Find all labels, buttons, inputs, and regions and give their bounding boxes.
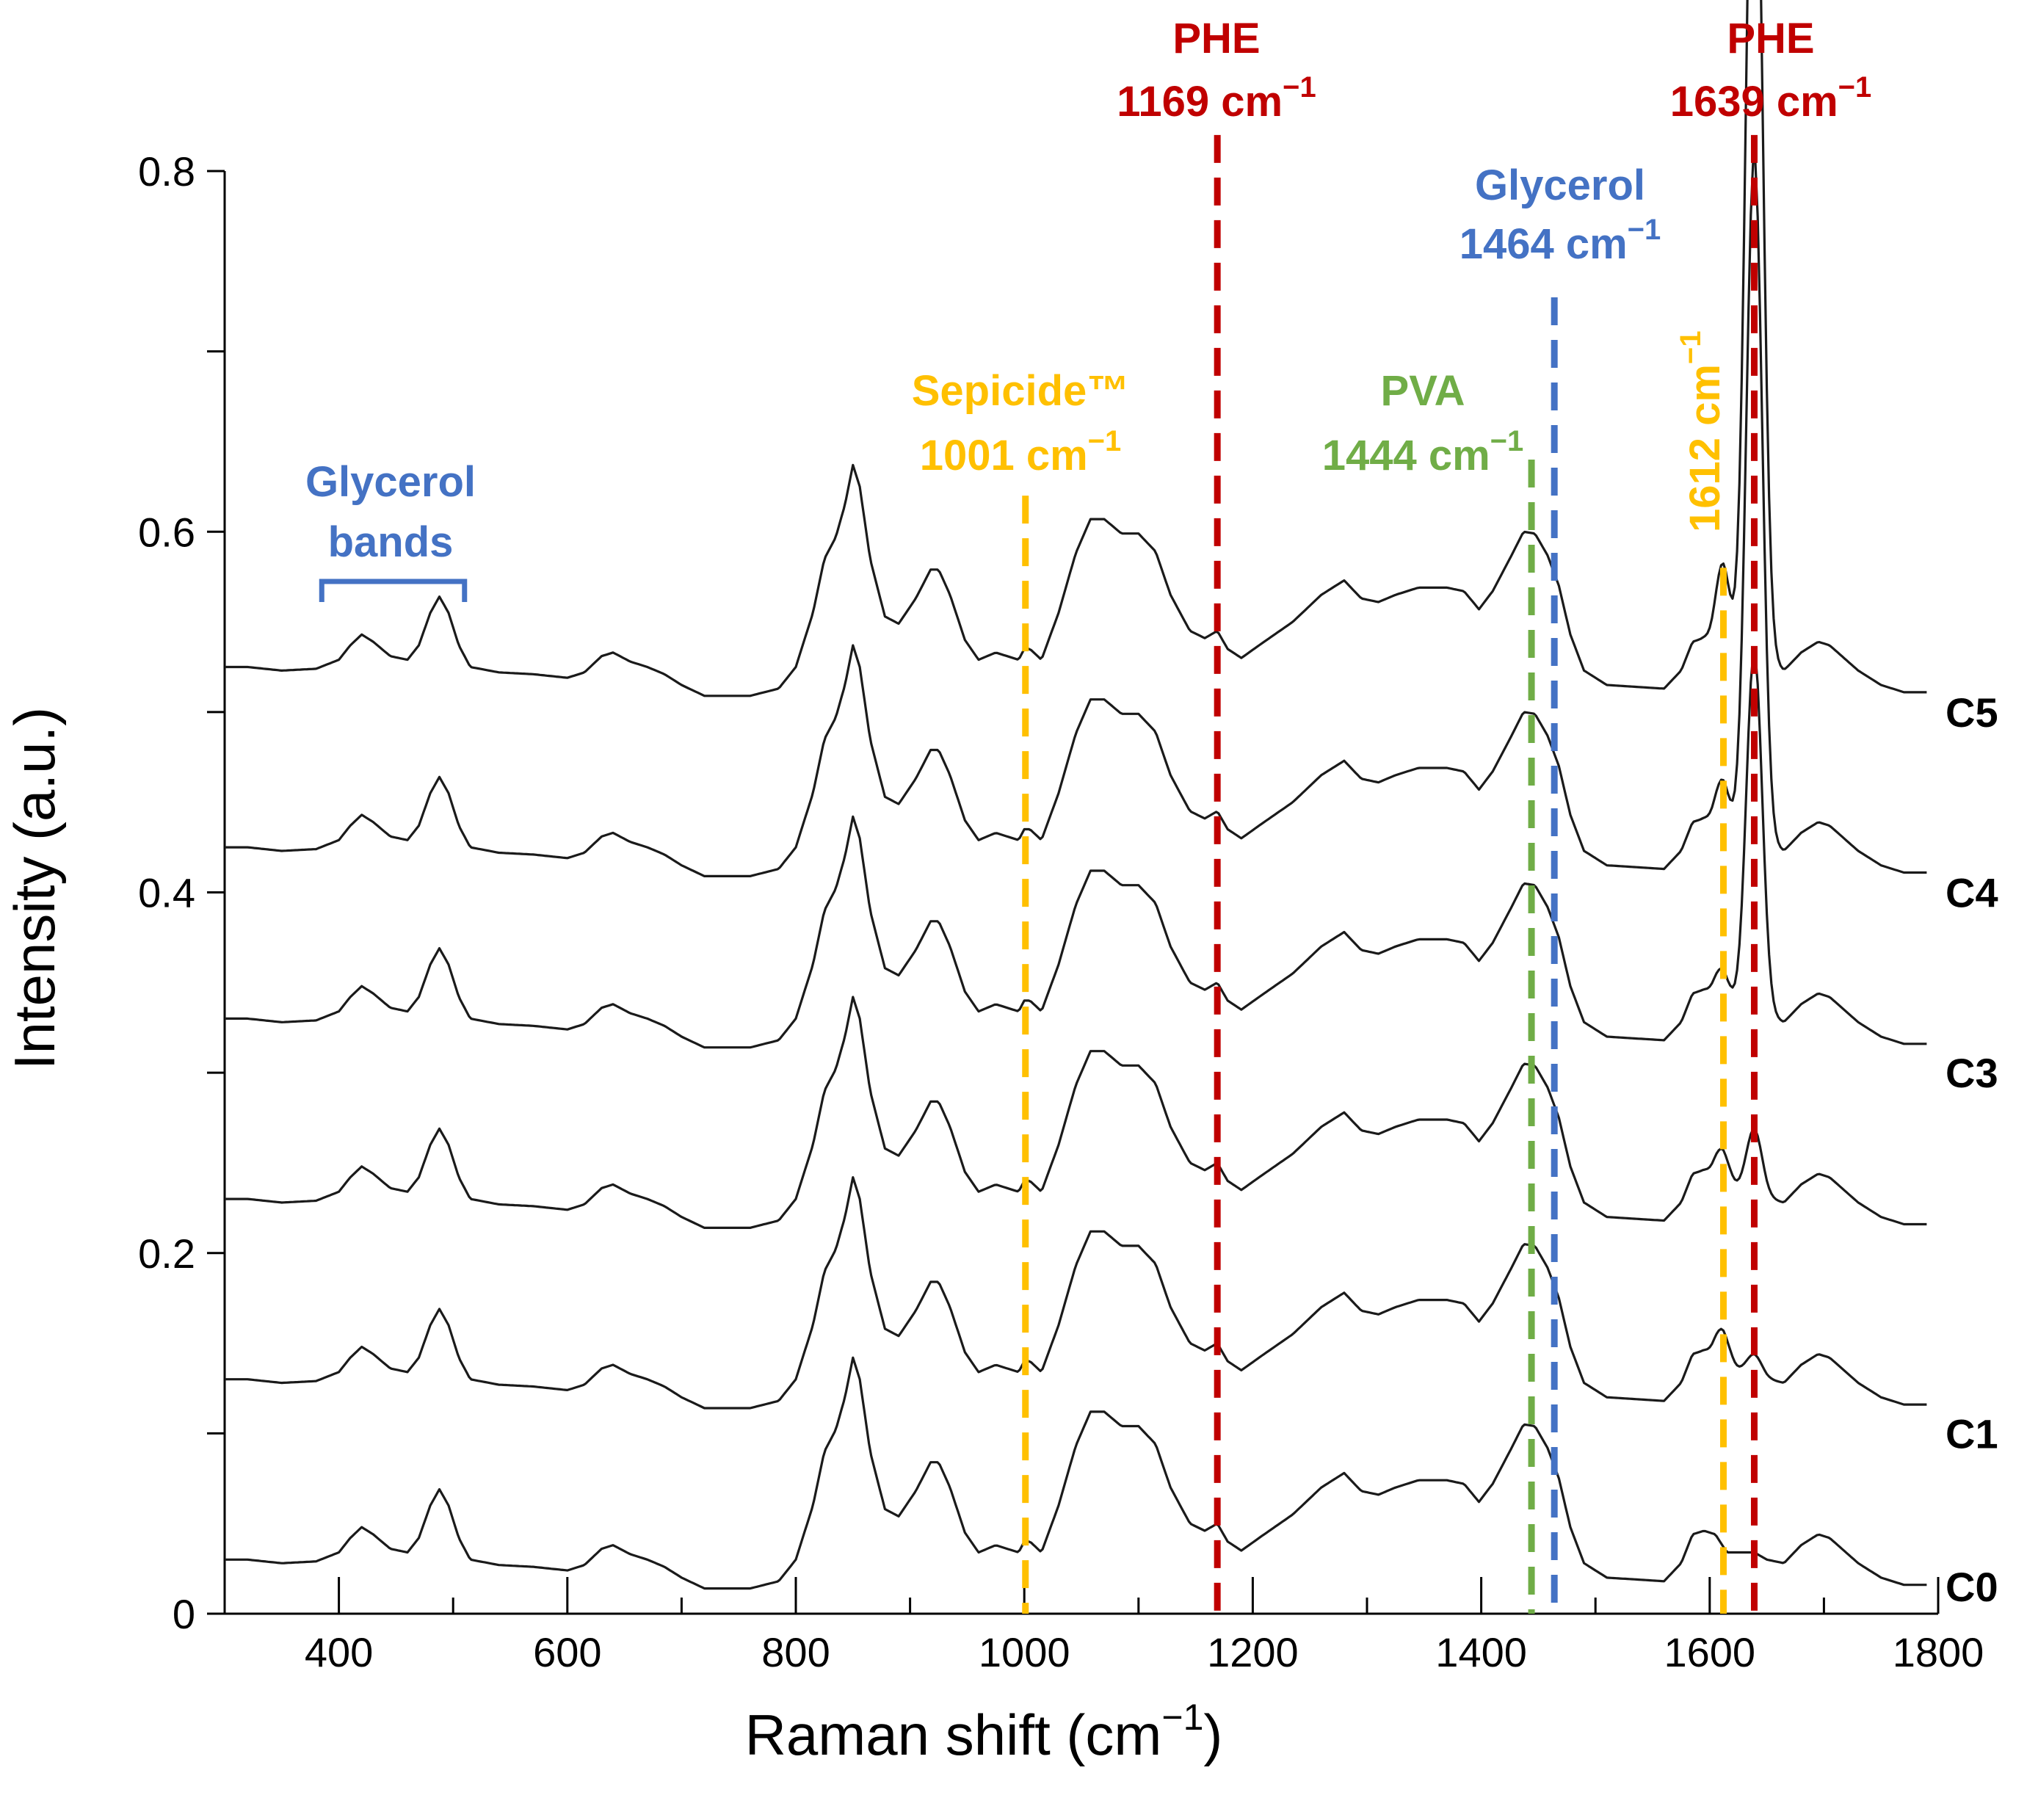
x-tick-label: 1800 — [1893, 1629, 1984, 1675]
glycerol-bands-line1: Glycerol — [305, 458, 476, 506]
reference-lines — [1022, 134, 1758, 1614]
phe-1639-name: PHE — [1727, 15, 1814, 62]
series-label-c0: C0 — [1946, 1564, 1998, 1610]
y-tick-label: 0.6 — [138, 509, 195, 555]
glycerol-1464-name: Glycerol — [1475, 162, 1645, 209]
sepicide-1001-annotation: Sepicide™ 1001 cm−1 — [912, 367, 1130, 479]
spectrum-c3 — [225, 653, 1927, 1049]
phe-1639-annotation: PHE 1639 cm−1 — [1670, 15, 1872, 126]
y-tick-label: 0.2 — [138, 1230, 195, 1277]
glycerol-1464-annotation: Glycerol 1464 cm−1 — [1459, 162, 1661, 268]
glycerol-bands-annotation: Glycerol bands — [305, 458, 476, 602]
x-tick-label: 1600 — [1664, 1629, 1756, 1675]
sepicide-1001-value: 1001 cm−1 — [920, 425, 1122, 479]
spectrum-c4 — [225, 160, 1927, 877]
x-tick-label: 1400 — [1435, 1629, 1527, 1675]
glycerol-1464-value: 1464 cm−1 — [1459, 214, 1661, 268]
y-axis-title: Intensity (a.u.) — [2, 707, 67, 1070]
spectrum-c2 — [225, 996, 1927, 1229]
x-tick-label: 600 — [533, 1629, 601, 1675]
x-tick-label: 1000 — [979, 1629, 1070, 1675]
band-1612-value: 1612 cm−1 — [1675, 330, 1729, 532]
band-1612-annotation: 1612 cm−1 — [1675, 330, 1729, 532]
spectrum-c5 — [225, 0, 1927, 697]
sepicide-1001-name: Sepicide™ — [912, 367, 1130, 415]
series-label-c4: C4 — [1946, 870, 1998, 916]
glycerol-bands-bracket — [319, 579, 468, 602]
phe-1639-value: 1639 cm−1 — [1670, 71, 1872, 126]
series-labels: C5 C4 C3 C1 C0 — [1946, 689, 1998, 1610]
x-axis-title: Raman shift (cm−1) — [745, 1697, 1223, 1767]
series-label-c1: C1 — [1946, 1410, 1998, 1457]
phe-1169-annotation: PHE 1169 cm−1 — [1117, 15, 1316, 126]
spectrum-c0 — [225, 1356, 1927, 1590]
pva-1444-annotation: PVA 1444 cm−1 — [1322, 367, 1524, 479]
x-tick-label: 1200 — [1207, 1629, 1299, 1675]
spectrum-c1 — [225, 1176, 1927, 1410]
phe-1169-value: 1169 cm−1 — [1117, 71, 1316, 126]
pva-1444-value: 1444 cm−1 — [1322, 425, 1524, 479]
y-tick-label: 0 — [173, 1591, 195, 1637]
plot-area: 0 0.2 0.4 0.6 0.8 400 600 800 1000 1200 1400 1600 1… — [138, 0, 1998, 1675]
pva-1444-name: PVA — [1381, 367, 1465, 415]
series-label-c3: C3 — [1946, 1050, 1998, 1096]
spectra-traces — [225, 0, 1927, 1590]
x-tick-label: 800 — [761, 1629, 830, 1675]
x-axis-ticks: 400 600 800 1000 1200 1400 1600 1800 — [223, 1577, 1984, 1675]
y-axis-ticks: 0 0.2 0.4 0.6 0.8 — [138, 148, 225, 1637]
y-tick-label: 0.8 — [138, 148, 195, 195]
y-tick-label: 0.4 — [138, 870, 195, 916]
series-label-c5: C5 — [1946, 689, 1998, 736]
x-tick-label: 400 — [305, 1629, 373, 1675]
glycerol-bands-line2: bands — [328, 518, 454, 566]
phe-1169-name: PHE — [1172, 15, 1260, 62]
